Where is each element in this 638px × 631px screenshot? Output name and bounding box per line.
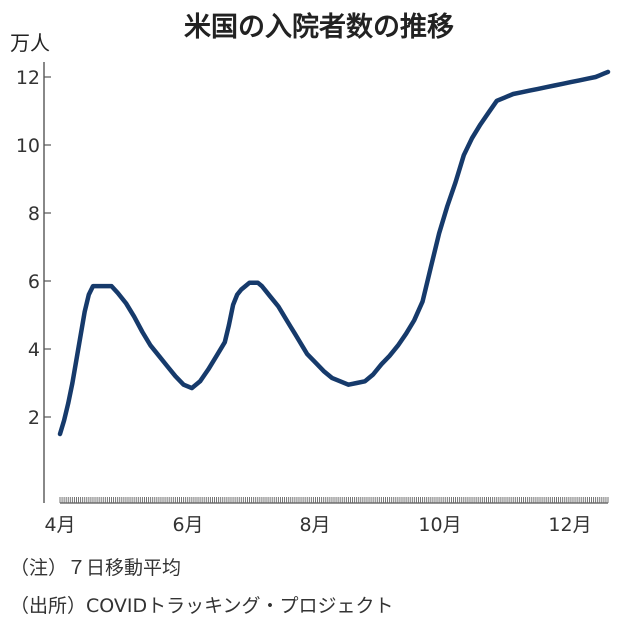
y-axis: 2 4 6 8 10 12 bbox=[16, 62, 51, 503]
y-tick-label: 2 bbox=[28, 407, 40, 429]
y-tick-label: 6 bbox=[28, 271, 40, 293]
note-source: （出所）COVIDトラッキング・プロジェクト bbox=[10, 595, 394, 617]
y-axis-unit-label: 万人 bbox=[10, 31, 50, 55]
note-moving-average: （注）７日移動平均 bbox=[10, 557, 181, 579]
x-tick-label: 8月 bbox=[299, 514, 330, 536]
x-daily-tick-band bbox=[59, 497, 609, 503]
x-tick-label: 12月 bbox=[548, 514, 591, 536]
y-tick-label: 12 bbox=[16, 67, 40, 89]
plot-area bbox=[57, 69, 611, 437]
x-tick-label: 10月 bbox=[418, 514, 461, 536]
x-tick-label: 6月 bbox=[172, 514, 203, 536]
x-axis: 4月 6月 8月 10月 12月 bbox=[44, 497, 609, 536]
chart-title: 米国の入院者数の推移 bbox=[184, 11, 454, 43]
series-line-hospitalized bbox=[57, 69, 611, 437]
y-tick-label: 4 bbox=[28, 339, 40, 361]
y-tick-label: 10 bbox=[16, 135, 40, 157]
y-tick-label: 8 bbox=[28, 203, 40, 225]
x-tick-label: 4月 bbox=[44, 514, 75, 536]
